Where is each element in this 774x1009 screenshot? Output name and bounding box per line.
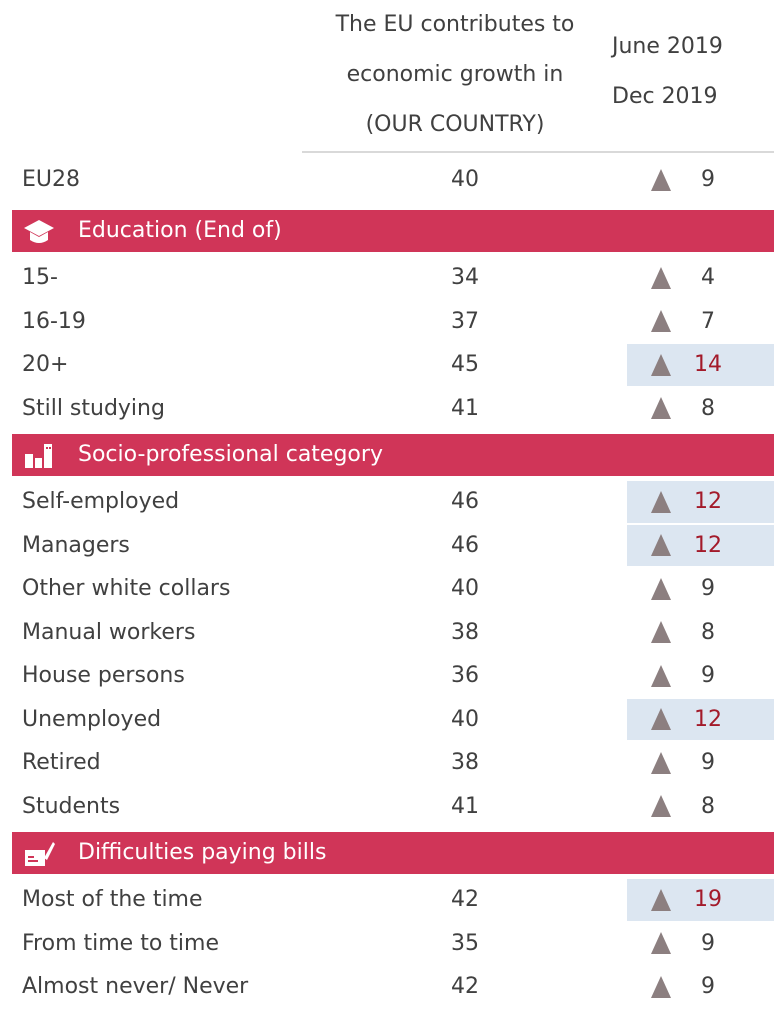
up-triangle <box>651 795 671 818</box>
highlight-cell <box>627 879 774 921</box>
row-value: 42 <box>451 887 479 912</box>
section-bar <box>12 832 774 874</box>
row-label: Manual workers <box>22 619 196 645</box>
row-label: 15- <box>22 265 58 290</box>
row-value: 42 <box>451 974 479 999</box>
up-triangle <box>651 310 671 333</box>
row-change: 12 <box>694 706 722 732</box>
row-value: 36 <box>451 663 479 688</box>
header-line: economic growth in <box>346 62 564 87</box>
up-triangle <box>651 577 671 600</box>
header-line: (OUR COUNTRY) <box>365 112 545 137</box>
up-triangle <box>651 490 671 513</box>
up-triangle <box>651 353 671 376</box>
header-line: Dec 2019 <box>612 84 718 109</box>
highlight-cell <box>627 344 774 386</box>
section-bar <box>12 210 774 252</box>
row-label: Unemployed <box>22 706 162 732</box>
up-triangle <box>651 888 671 911</box>
row-label: Still studying <box>22 395 165 421</box>
row-label: House persons <box>22 663 185 688</box>
row-value: 35 <box>451 930 479 956</box>
section-title: Difficulties paying bills <box>78 840 327 865</box>
up-triangle <box>651 932 671 955</box>
section-icon <box>25 444 52 468</box>
highlight-cell <box>627 481 774 523</box>
highlight-cell <box>627 524 774 566</box>
row-change: 7 <box>701 308 715 334</box>
section-icon <box>24 220 54 243</box>
row-value: 41 <box>451 793 479 819</box>
row-change: 14 <box>694 352 722 377</box>
row-value: 38 <box>451 750 479 775</box>
row-label: Most of the time <box>22 887 203 912</box>
row-label: EU28 <box>22 167 80 192</box>
row-value: 46 <box>451 489 479 514</box>
row-change: 8 <box>701 395 715 421</box>
row-value: 40 <box>451 706 479 732</box>
row-value: 38 <box>451 619 479 645</box>
row-label: Other white collars <box>22 576 231 601</box>
section-bar <box>12 434 774 476</box>
row-label: 16-19 <box>22 308 86 334</box>
row-change: 4 <box>701 265 715 290</box>
row-label: Students <box>22 793 121 819</box>
row-change: 19 <box>694 887 722 912</box>
row-label: Managers <box>22 532 130 558</box>
row-label: Self-employed <box>22 489 180 514</box>
row-change: 8 <box>701 619 715 645</box>
row-value: 37 <box>451 308 479 334</box>
header-rule <box>302 151 774 153</box>
up-triangle <box>651 266 671 289</box>
up-triangle <box>651 169 671 191</box>
up-triangle <box>651 708 671 731</box>
row-value: 46 <box>451 532 479 558</box>
section-title: Socio-professional category <box>78 442 383 467</box>
row-value: 45 <box>451 352 479 377</box>
row-label: 20+ <box>22 352 69 377</box>
row-change: 9 <box>701 663 715 688</box>
row-label: From time to time <box>22 930 219 956</box>
highlight-cell <box>627 698 774 740</box>
row-change: 9 <box>701 750 715 775</box>
row-change: 12 <box>694 532 722 558</box>
row-value: 41 <box>451 395 479 421</box>
row-change: 9 <box>701 576 715 601</box>
row-change: 9 <box>701 167 715 192</box>
up-triangle <box>651 751 671 774</box>
up-triangle <box>651 975 671 998</box>
row-value: 40 <box>451 576 479 601</box>
up-triangle <box>651 397 671 420</box>
row-change: 9 <box>701 974 715 999</box>
row-label: Almost never/ Never <box>22 974 249 999</box>
row-change: 9 <box>701 930 715 956</box>
row-label: Retired <box>22 750 101 775</box>
row-change: 12 <box>694 489 722 514</box>
section-title: Education (End of) <box>78 218 282 243</box>
row-value: 34 <box>451 265 479 290</box>
row-value: 40 <box>451 167 479 192</box>
header-line: The EU contributes to <box>335 12 575 37</box>
header-line: June 2019 <box>612 34 723 59</box>
row-change: 8 <box>701 793 715 819</box>
section-icon <box>25 842 55 866</box>
up-triangle <box>651 664 671 687</box>
up-triangle <box>651 534 671 557</box>
up-triangle <box>651 621 671 644</box>
